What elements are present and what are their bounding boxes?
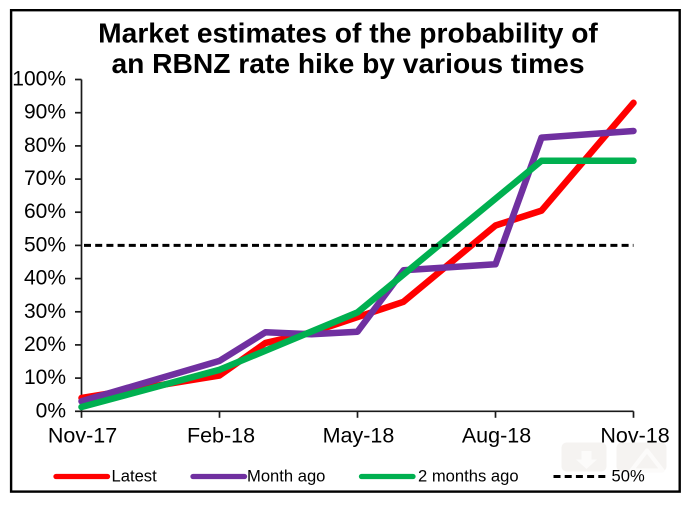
svg-text:Month ago: Month ago bbox=[247, 467, 325, 486]
svg-text:an RBNZ rate hike by various t: an RBNZ rate hike by various times bbox=[111, 47, 584, 79]
svg-text:20%: 20% bbox=[24, 333, 66, 356]
svg-text:Feb-18: Feb-18 bbox=[187, 424, 255, 448]
svg-text:60%: 60% bbox=[24, 200, 66, 223]
svg-text:2 months ago: 2 months ago bbox=[418, 467, 519, 486]
svg-text:Nov-18: Nov-18 bbox=[600, 424, 669, 448]
svg-text:50%: 50% bbox=[24, 233, 66, 256]
svg-text:40%: 40% bbox=[24, 267, 66, 290]
svg-text:Market estimates of the probab: Market estimates of the probability of bbox=[98, 16, 598, 48]
svg-text:50%: 50% bbox=[612, 467, 645, 486]
svg-text:10%: 10% bbox=[24, 366, 66, 389]
svg-text:30%: 30% bbox=[24, 300, 66, 323]
svg-text:Nov-17: Nov-17 bbox=[48, 424, 117, 448]
svg-text:90%: 90% bbox=[24, 101, 66, 124]
svg-text:80%: 80% bbox=[24, 134, 66, 157]
svg-text:May-18: May-18 bbox=[323, 424, 395, 448]
svg-text:100%: 100% bbox=[12, 68, 66, 91]
svg-text:Aug-18: Aug-18 bbox=[462, 424, 531, 448]
svg-text:70%: 70% bbox=[24, 167, 66, 190]
svg-text:0%: 0% bbox=[36, 399, 66, 422]
svg-text:Latest: Latest bbox=[112, 467, 158, 486]
